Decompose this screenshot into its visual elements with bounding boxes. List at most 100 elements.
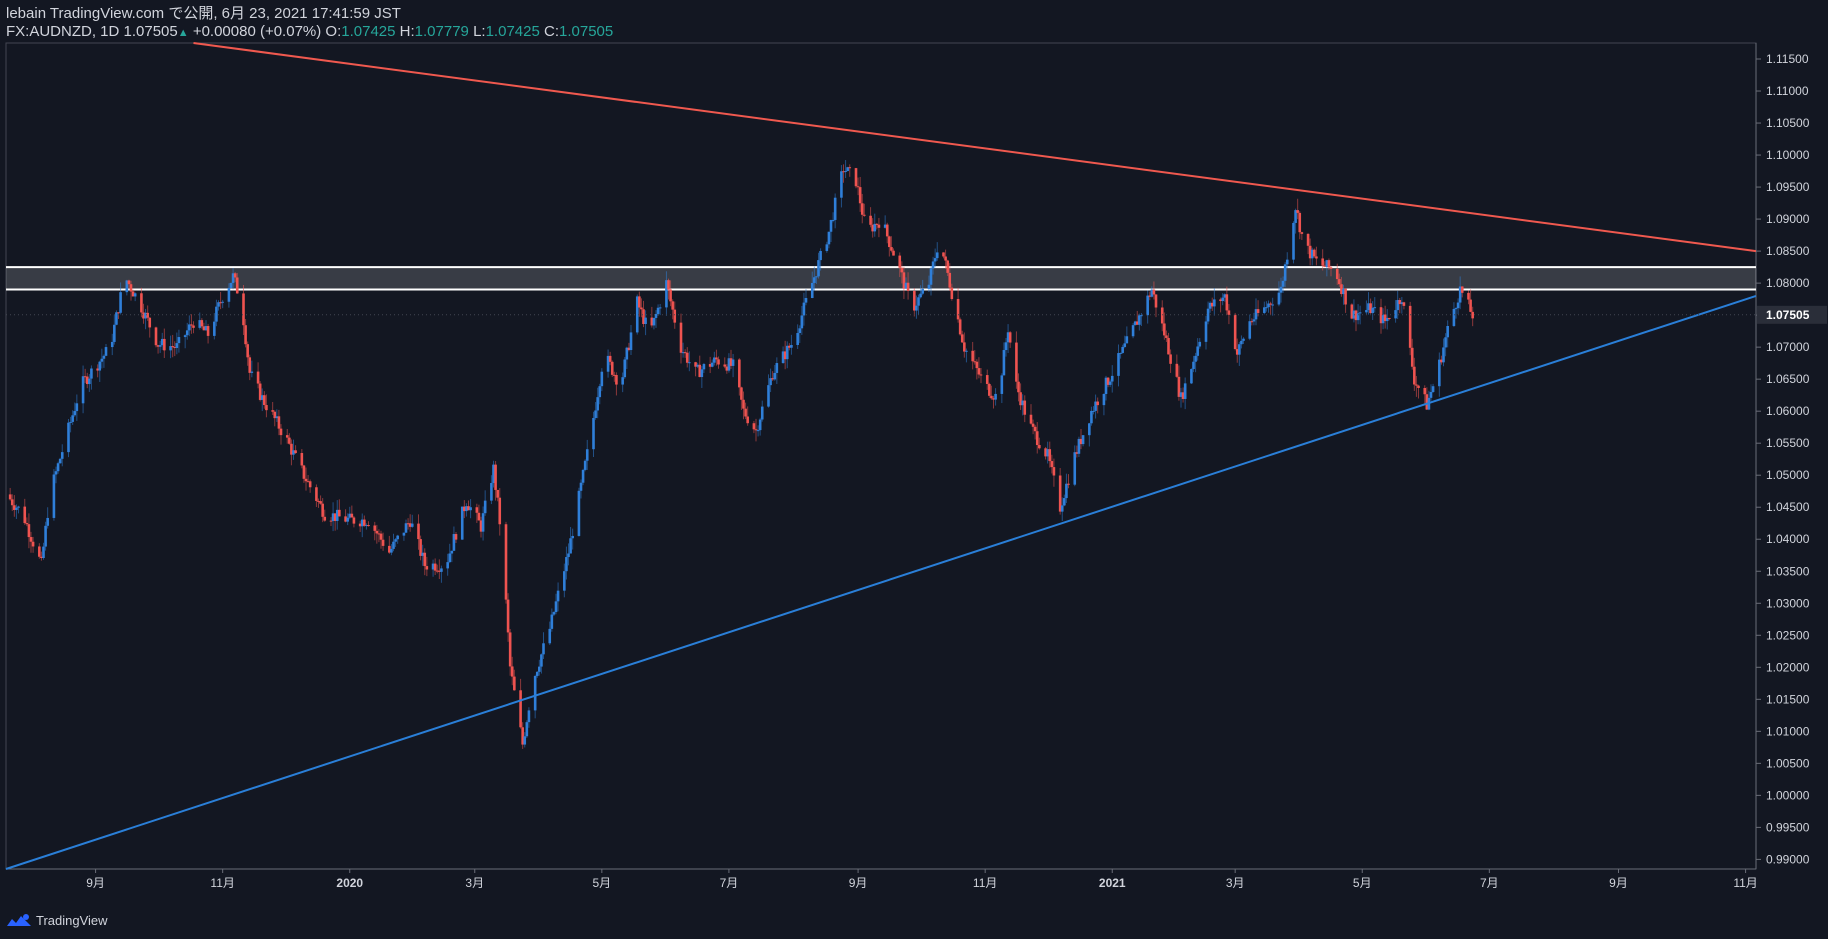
candle-body	[760, 406, 764, 420]
candle-body	[117, 312, 120, 314]
candle-body	[935, 252, 939, 259]
candle-body	[419, 539, 422, 556]
candle-body	[242, 293, 245, 326]
candle-body	[1379, 307, 1383, 324]
candle-body	[31, 541, 35, 547]
candle-body	[729, 358, 733, 366]
candle-body	[1340, 284, 1343, 295]
candle-body	[365, 525, 368, 527]
candle-body	[1458, 286, 1462, 303]
candle-body	[160, 338, 164, 346]
symbol-label[interactable]: FX:AUDNZD, 1D	[6, 23, 120, 40]
price-tick-label: 1.04000	[1766, 532, 1810, 546]
price-tick-label: 1.03000	[1766, 596, 1810, 610]
candle-body	[790, 344, 793, 348]
candle-body	[1385, 317, 1389, 322]
candle-body	[642, 309, 645, 324]
candle-body	[767, 385, 770, 407]
candle-body	[944, 256, 947, 261]
candle-body	[38, 546, 41, 557]
candle-body	[506, 599, 510, 633]
candle-body	[435, 570, 439, 572]
candle-body	[1456, 302, 1460, 309]
candle-body	[479, 520, 483, 532]
candle-body	[1225, 294, 1229, 311]
candle-body	[1175, 363, 1179, 377]
candle-body	[98, 361, 102, 371]
candle-body	[1415, 384, 1418, 386]
candle-body	[54, 471, 58, 475]
candle-body	[102, 355, 106, 359]
candle-body	[673, 309, 677, 323]
candle-body	[352, 517, 356, 524]
candle-body	[58, 458, 62, 464]
candle-body	[988, 383, 991, 396]
candle-body	[829, 219, 833, 232]
candle-body	[113, 324, 116, 342]
candle-body	[758, 419, 762, 431]
candle-body	[946, 260, 949, 273]
candle-body	[869, 215, 872, 225]
open-value: 1.07425	[341, 23, 396, 40]
candle-body	[1048, 449, 1052, 462]
price-tick-label: 1.10500	[1766, 116, 1810, 130]
candle-body	[1094, 401, 1097, 411]
footer-brand[interactable]: TradingView	[36, 912, 108, 928]
candle-body	[875, 223, 879, 225]
time-tick-label: 2020	[336, 876, 363, 890]
candle-body	[504, 524, 508, 600]
candle-body	[1096, 401, 1099, 406]
candle-body	[42, 546, 45, 559]
candle-body	[992, 398, 995, 400]
candle-body	[1388, 317, 1391, 319]
candle-body	[335, 509, 339, 521]
candle-body	[156, 345, 160, 347]
candle-body	[552, 612, 556, 615]
candle-body	[1213, 299, 1216, 307]
trendlines[interactable]	[5, 42, 1757, 870]
candle-body	[85, 376, 89, 385]
candle-body	[319, 501, 322, 504]
price-axis[interactable]: 1.11500 1.11000 1.10500 1.10000 1.09500 1.090…	[6, 52, 1827, 866]
candle-body	[1177, 376, 1181, 397]
candle-body	[1165, 335, 1168, 338]
candle-body	[492, 464, 495, 483]
candle-body	[288, 437, 291, 444]
candle-body	[1038, 445, 1041, 449]
candle-body	[367, 525, 370, 527]
candle-body	[1154, 294, 1158, 308]
time-axis[interactable]: 9月 11月 2020 3月 5月 7月 9月 11月 2021 3月 5月 7月 9月 11月	[86, 869, 1758, 890]
candle-body	[990, 395, 993, 399]
candle-body	[1146, 295, 1149, 316]
candle-body	[929, 268, 933, 285]
candle-body	[75, 403, 79, 412]
candle-body	[421, 552, 424, 556]
candle-body	[379, 533, 383, 540]
candle-body	[1088, 423, 1091, 436]
range-zone[interactable]	[6, 266, 1756, 291]
candle-body	[129, 284, 133, 292]
candle-body	[1198, 341, 1202, 347]
candle-body	[1369, 303, 1372, 314]
candle-body	[769, 378, 772, 386]
time-tick-label: 11月	[1733, 876, 1757, 890]
candle-body	[640, 307, 643, 310]
candle-body	[90, 368, 93, 379]
candle-body	[1238, 344, 1241, 355]
candle-body	[423, 552, 427, 567]
candle-body	[329, 520, 333, 522]
price-tick-label: 1.06000	[1766, 404, 1810, 418]
candle-body	[1300, 232, 1304, 234]
candle-body	[277, 416, 281, 429]
candle-body	[69, 421, 72, 423]
candle-body	[1354, 310, 1358, 321]
candle-body	[302, 465, 306, 479]
candle-body	[1446, 325, 1449, 338]
candle-body	[483, 500, 487, 514]
candle-body	[1152, 289, 1156, 295]
candle-body	[1006, 332, 1010, 343]
candle-body	[306, 481, 310, 483]
candle-body	[1248, 321, 1252, 339]
candle-body	[431, 563, 435, 570]
